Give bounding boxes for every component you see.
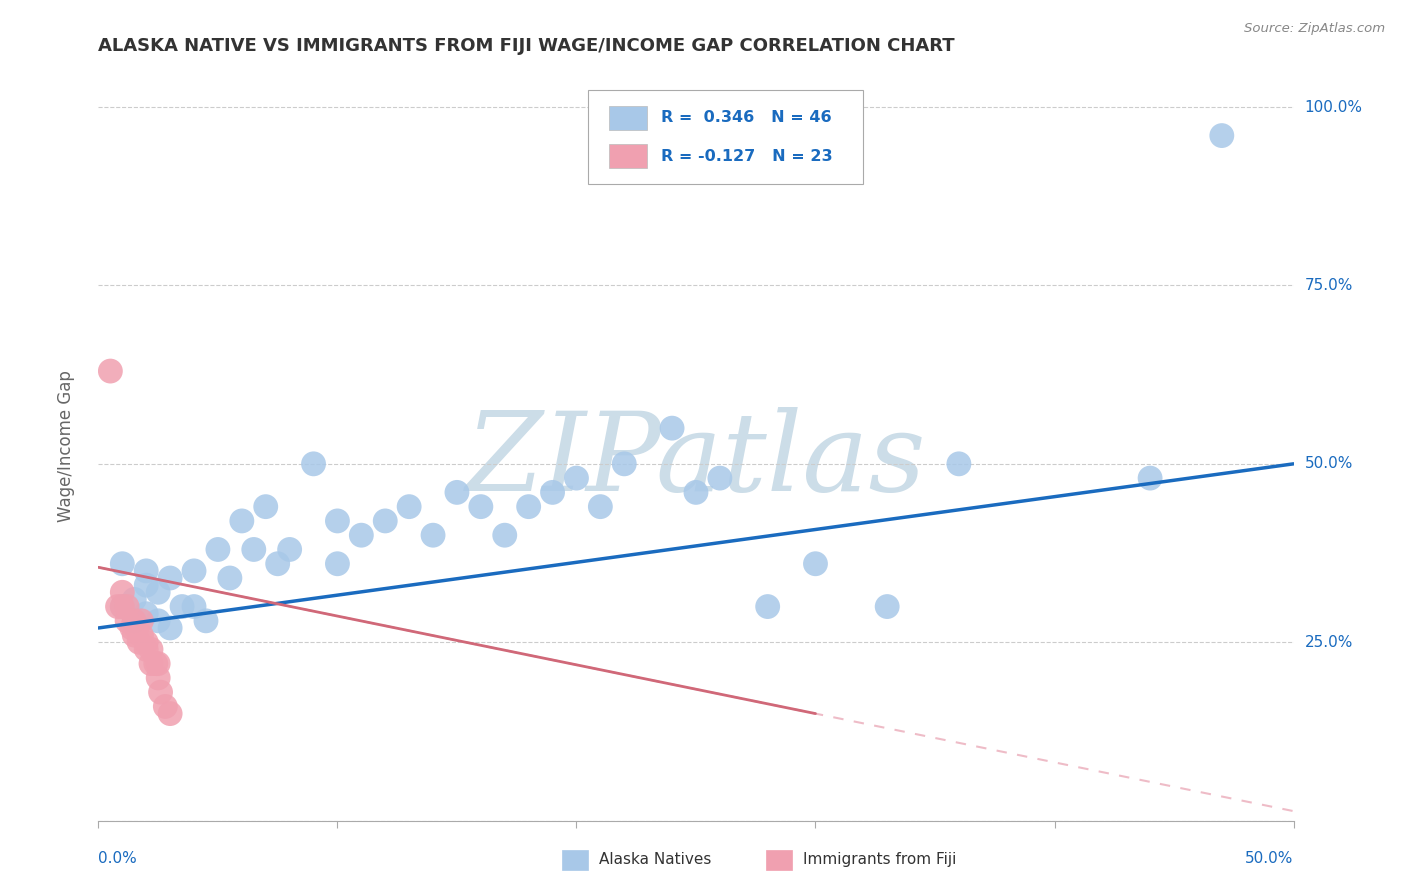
Point <box>709 471 731 485</box>
Point <box>589 500 612 514</box>
Point <box>155 699 177 714</box>
Point <box>111 585 134 599</box>
Point <box>111 599 134 614</box>
Point <box>207 542 229 557</box>
Text: 75.0%: 75.0% <box>1305 278 1353 293</box>
Text: R = -0.127   N = 23: R = -0.127 N = 23 <box>661 149 832 164</box>
Point <box>148 657 170 671</box>
Text: 0.0%: 0.0% <box>98 851 138 866</box>
Point <box>139 642 162 657</box>
Point <box>131 614 153 628</box>
Y-axis label: Wage/Income Gap: Wage/Income Gap <box>56 370 75 522</box>
Text: 50.0%: 50.0% <box>1246 851 1294 866</box>
Point <box>98 364 122 378</box>
Point <box>350 528 373 542</box>
Point <box>124 614 146 628</box>
Text: 50.0%: 50.0% <box>1305 457 1353 471</box>
Point <box>159 706 181 721</box>
Point <box>517 500 540 514</box>
Point <box>565 471 588 485</box>
Point <box>135 578 157 592</box>
Point <box>124 592 146 607</box>
Point <box>115 599 138 614</box>
Point <box>128 635 150 649</box>
FancyBboxPatch shape <box>589 90 863 184</box>
Point <box>149 685 172 699</box>
Point <box>374 514 396 528</box>
Point <box>125 621 148 635</box>
Point <box>111 557 134 571</box>
Text: ALASKA NATIVE VS IMMIGRANTS FROM FIJI WAGE/INCOME GAP CORRELATION CHART: ALASKA NATIVE VS IMMIGRANTS FROM FIJI WA… <box>98 37 955 54</box>
Point <box>948 457 970 471</box>
Text: 25.0%: 25.0% <box>1305 635 1353 649</box>
Point <box>422 528 444 542</box>
Point <box>541 485 564 500</box>
Point <box>131 628 153 642</box>
Point <box>1139 471 1161 485</box>
Bar <box>609 105 647 129</box>
Point <box>756 599 779 614</box>
Point <box>148 671 170 685</box>
Point <box>135 635 157 649</box>
Point <box>446 485 468 500</box>
Point <box>267 557 290 571</box>
Point <box>326 514 349 528</box>
Bar <box>609 145 647 169</box>
Point <box>804 557 827 571</box>
Text: ZIPatlas: ZIPatlas <box>465 408 927 515</box>
Point <box>278 542 301 557</box>
Point <box>219 571 242 585</box>
Point <box>121 621 143 635</box>
Point <box>470 500 492 514</box>
Point <box>254 500 277 514</box>
Point <box>135 607 157 621</box>
Point <box>398 500 420 514</box>
Text: R =  0.346   N = 46: R = 0.346 N = 46 <box>661 110 832 125</box>
Point <box>148 614 170 628</box>
Text: Source: ZipAtlas.com: Source: ZipAtlas.com <box>1244 22 1385 36</box>
Point <box>139 657 162 671</box>
Point <box>107 599 129 614</box>
Point <box>243 542 266 557</box>
Point <box>326 557 349 571</box>
Point <box>231 514 253 528</box>
Text: 100.0%: 100.0% <box>1305 100 1362 114</box>
Point <box>159 571 181 585</box>
Point <box>124 628 146 642</box>
Point <box>876 599 898 614</box>
Point <box>172 599 194 614</box>
Point <box>613 457 636 471</box>
Text: Immigrants from Fiji: Immigrants from Fiji <box>803 853 956 867</box>
Point <box>685 485 707 500</box>
Point <box>135 564 157 578</box>
Point <box>195 614 218 628</box>
Point <box>183 599 205 614</box>
Point <box>148 585 170 599</box>
Point <box>661 421 683 435</box>
Point <box>183 564 205 578</box>
Point <box>159 621 181 635</box>
Point <box>302 457 325 471</box>
Point <box>145 657 167 671</box>
Point <box>135 642 157 657</box>
Point <box>1211 128 1233 143</box>
Text: Alaska Natives: Alaska Natives <box>599 853 711 867</box>
Point <box>124 614 146 628</box>
Point <box>494 528 516 542</box>
Point <box>115 614 138 628</box>
Point <box>111 599 134 614</box>
